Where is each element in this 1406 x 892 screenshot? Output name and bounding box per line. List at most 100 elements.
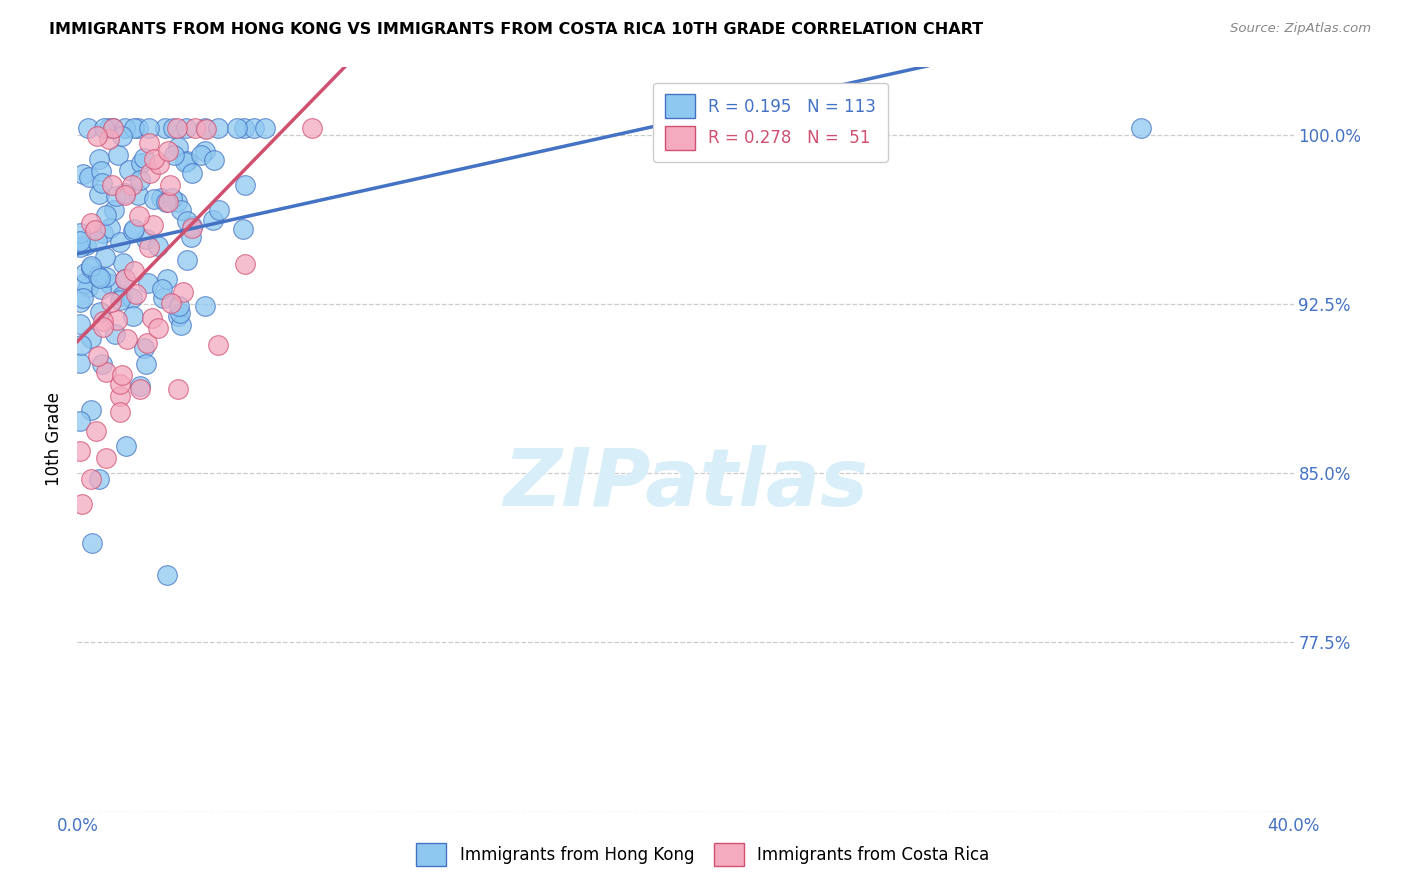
Point xyxy=(202,153,225,167)
Point xyxy=(97,120,120,135)
Point xyxy=(169,306,191,320)
Point xyxy=(77,120,100,135)
Point xyxy=(91,226,114,240)
Point xyxy=(143,153,166,167)
Point xyxy=(94,269,117,284)
Point xyxy=(193,120,215,135)
Point xyxy=(112,256,135,270)
Point xyxy=(110,404,132,418)
Point xyxy=(121,310,143,324)
Point xyxy=(166,195,188,210)
Point xyxy=(156,272,179,286)
Point xyxy=(91,176,114,190)
Point xyxy=(163,147,186,161)
Point xyxy=(138,136,160,150)
Point xyxy=(169,299,191,313)
Point xyxy=(138,240,160,254)
Point xyxy=(193,145,215,159)
Point xyxy=(143,192,166,206)
Point xyxy=(114,272,136,286)
Point xyxy=(138,120,160,135)
Point xyxy=(170,318,193,332)
Point xyxy=(167,382,190,396)
Point xyxy=(155,195,177,210)
Point xyxy=(72,167,94,181)
Point xyxy=(232,221,254,235)
Point xyxy=(202,213,225,227)
Point xyxy=(150,281,173,295)
Point xyxy=(69,317,91,331)
Point xyxy=(90,164,112,178)
Point xyxy=(136,335,159,350)
Point xyxy=(80,331,103,345)
Point xyxy=(181,221,204,235)
Point xyxy=(80,472,103,486)
Point xyxy=(90,282,112,296)
Point xyxy=(69,240,91,254)
Point xyxy=(167,309,190,323)
Point xyxy=(69,414,91,428)
Point xyxy=(254,120,277,135)
Point xyxy=(127,188,149,202)
Point xyxy=(89,270,111,285)
Point xyxy=(80,260,103,275)
Point xyxy=(226,120,249,135)
Point xyxy=(105,313,128,327)
Point xyxy=(1130,120,1153,135)
Point xyxy=(125,287,148,301)
Point xyxy=(79,216,101,230)
Point xyxy=(172,285,194,300)
Point xyxy=(176,214,198,228)
Point xyxy=(108,389,131,403)
Point xyxy=(114,120,136,135)
Point xyxy=(110,128,132,143)
Point xyxy=(69,444,91,458)
Point xyxy=(232,120,254,135)
Point xyxy=(243,120,266,135)
Point xyxy=(152,291,174,305)
Text: ZIPatlas: ZIPatlas xyxy=(503,445,868,523)
Point xyxy=(121,178,143,193)
Point xyxy=(73,276,96,290)
Point xyxy=(84,222,107,236)
Point xyxy=(174,120,197,135)
Point xyxy=(162,120,184,135)
Point xyxy=(118,163,141,178)
Point xyxy=(122,222,145,236)
Point xyxy=(181,219,204,234)
Point xyxy=(149,191,172,205)
Point xyxy=(89,304,111,318)
Point xyxy=(115,332,138,346)
Point xyxy=(75,237,97,252)
Point xyxy=(194,299,217,313)
Point xyxy=(176,154,198,169)
Text: IMMIGRANTS FROM HONG KONG VS IMMIGRANTS FROM COSTA RICA 10TH GRADE CORRELATION C: IMMIGRANTS FROM HONG KONG VS IMMIGRANTS … xyxy=(49,22,983,37)
Point xyxy=(101,120,124,135)
Point xyxy=(91,319,114,334)
Point xyxy=(98,277,121,291)
Point xyxy=(69,356,91,370)
Point xyxy=(131,155,153,169)
Point xyxy=(141,311,163,326)
Point xyxy=(129,379,152,393)
Point xyxy=(72,292,94,306)
Point xyxy=(156,144,179,158)
Point xyxy=(166,140,188,154)
Point xyxy=(121,224,143,238)
Point xyxy=(146,321,169,335)
Point xyxy=(70,498,93,512)
Point xyxy=(80,402,103,417)
Point xyxy=(104,326,127,341)
Point xyxy=(135,232,157,246)
Point xyxy=(122,264,145,278)
Point xyxy=(115,439,138,453)
Point xyxy=(90,357,112,371)
Point xyxy=(176,253,198,268)
Text: Source: ZipAtlas.com: Source: ZipAtlas.com xyxy=(1230,22,1371,36)
Point xyxy=(190,148,212,162)
Point xyxy=(87,268,110,283)
Point xyxy=(94,450,117,465)
Point xyxy=(107,148,129,162)
Point xyxy=(100,178,122,192)
Point xyxy=(103,120,125,135)
